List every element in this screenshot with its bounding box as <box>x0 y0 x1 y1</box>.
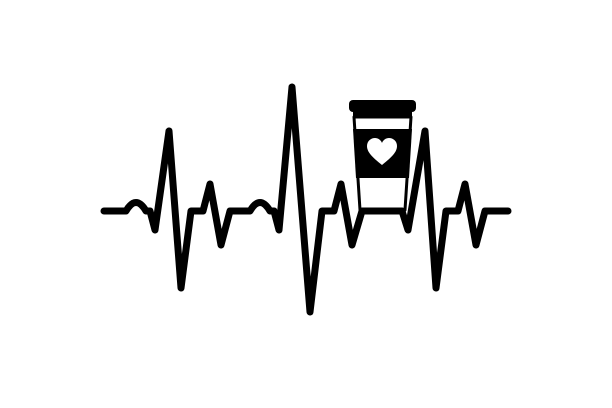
cup-lid <box>349 100 416 112</box>
heartbeat-line-icon <box>100 83 512 316</box>
cup-lid-rim <box>353 112 412 116</box>
heart-icon <box>367 138 397 165</box>
coffee-cup-icon <box>349 100 416 212</box>
